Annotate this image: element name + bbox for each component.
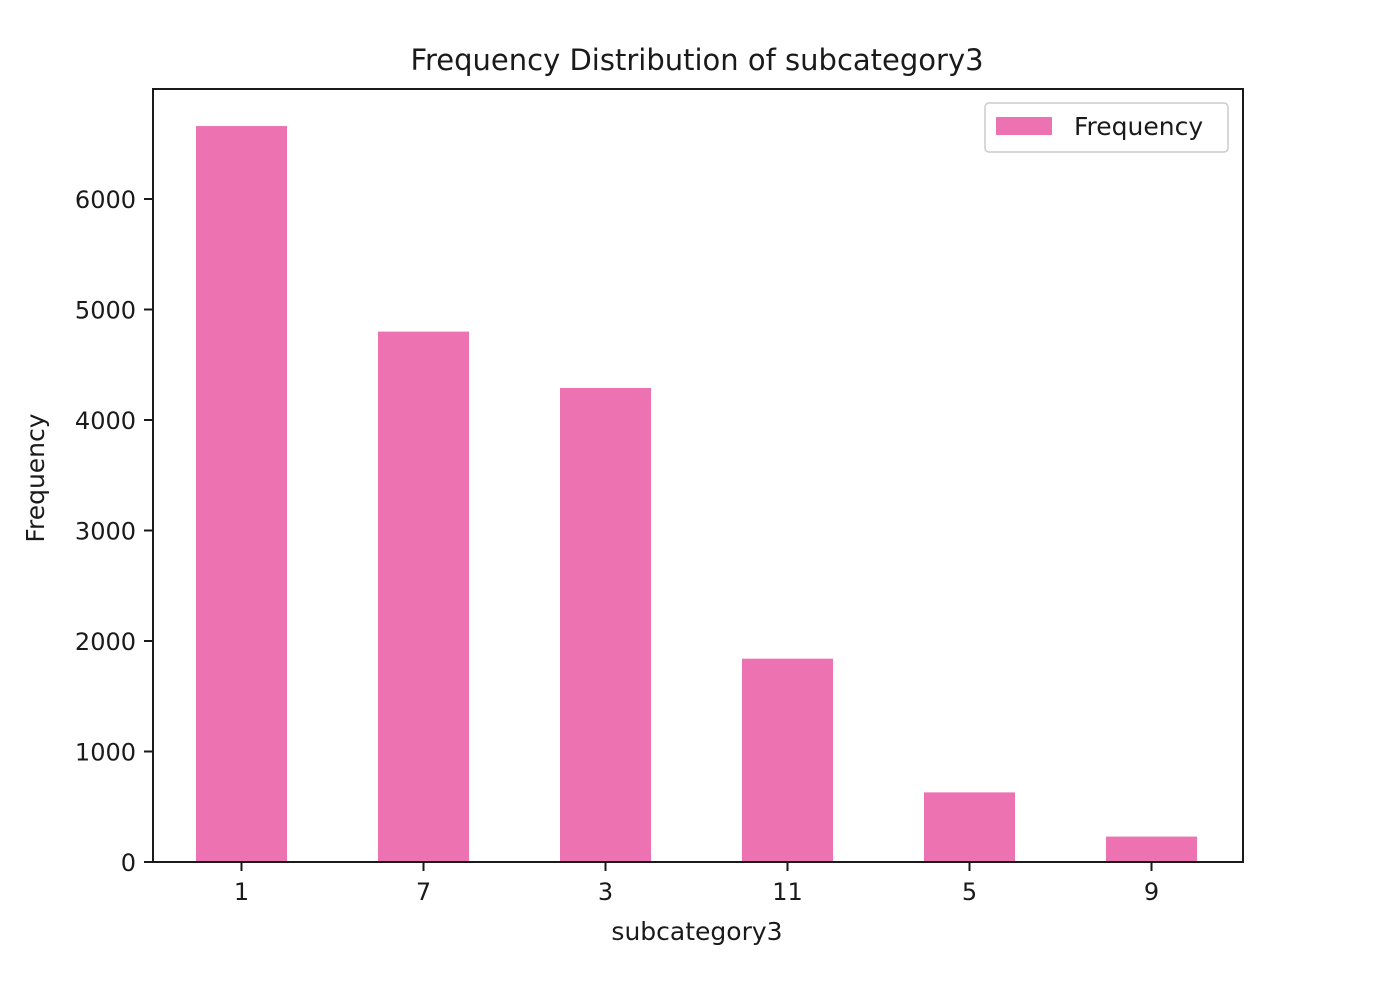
- y-tick-label: 0: [121, 849, 136, 877]
- legend-box: [984, 102, 1229, 153]
- bar-9: [1106, 836, 1197, 862]
- x-tick-label: 9: [1144, 878, 1159, 906]
- y-ticks-group: 0 1000 2000 3000 4000 5000 6000: [75, 186, 153, 877]
- bar-3: [560, 387, 651, 862]
- x-tick-label: 7: [416, 878, 431, 906]
- plot-frame: [152, 88, 1244, 863]
- bars-group: [196, 126, 1197, 863]
- bar-1: [196, 126, 287, 862]
- y-tick-label: 4000: [75, 407, 136, 435]
- x-ticks-group: 1 7 3 11 5 9: [234, 862, 1159, 906]
- bar-11: [742, 658, 833, 862]
- x-tick-label: 5: [962, 878, 977, 906]
- legend-label: Frequency: [1074, 112, 1203, 141]
- legend-swatch: [996, 117, 1052, 135]
- y-tick-label: 5000: [75, 297, 136, 325]
- x-tick-label: 1: [234, 878, 249, 906]
- y-axis-label: Frequency: [21, 413, 50, 542]
- y-tick-label: 2000: [75, 628, 136, 656]
- y-tick-label: 6000: [75, 186, 136, 214]
- bar-5: [924, 792, 1015, 862]
- y-tick-label: 1000: [75, 739, 136, 767]
- x-tick-label: 3: [598, 878, 613, 906]
- x-tick-label: 11: [772, 878, 803, 906]
- x-axis-label: subcategory3: [611, 917, 782, 946]
- bar-7: [378, 331, 469, 863]
- y-tick-label: 3000: [75, 518, 136, 546]
- legend: Frequency: [984, 102, 1229, 153]
- chart-title: Frequency Distribution of subcategory3: [410, 43, 983, 77]
